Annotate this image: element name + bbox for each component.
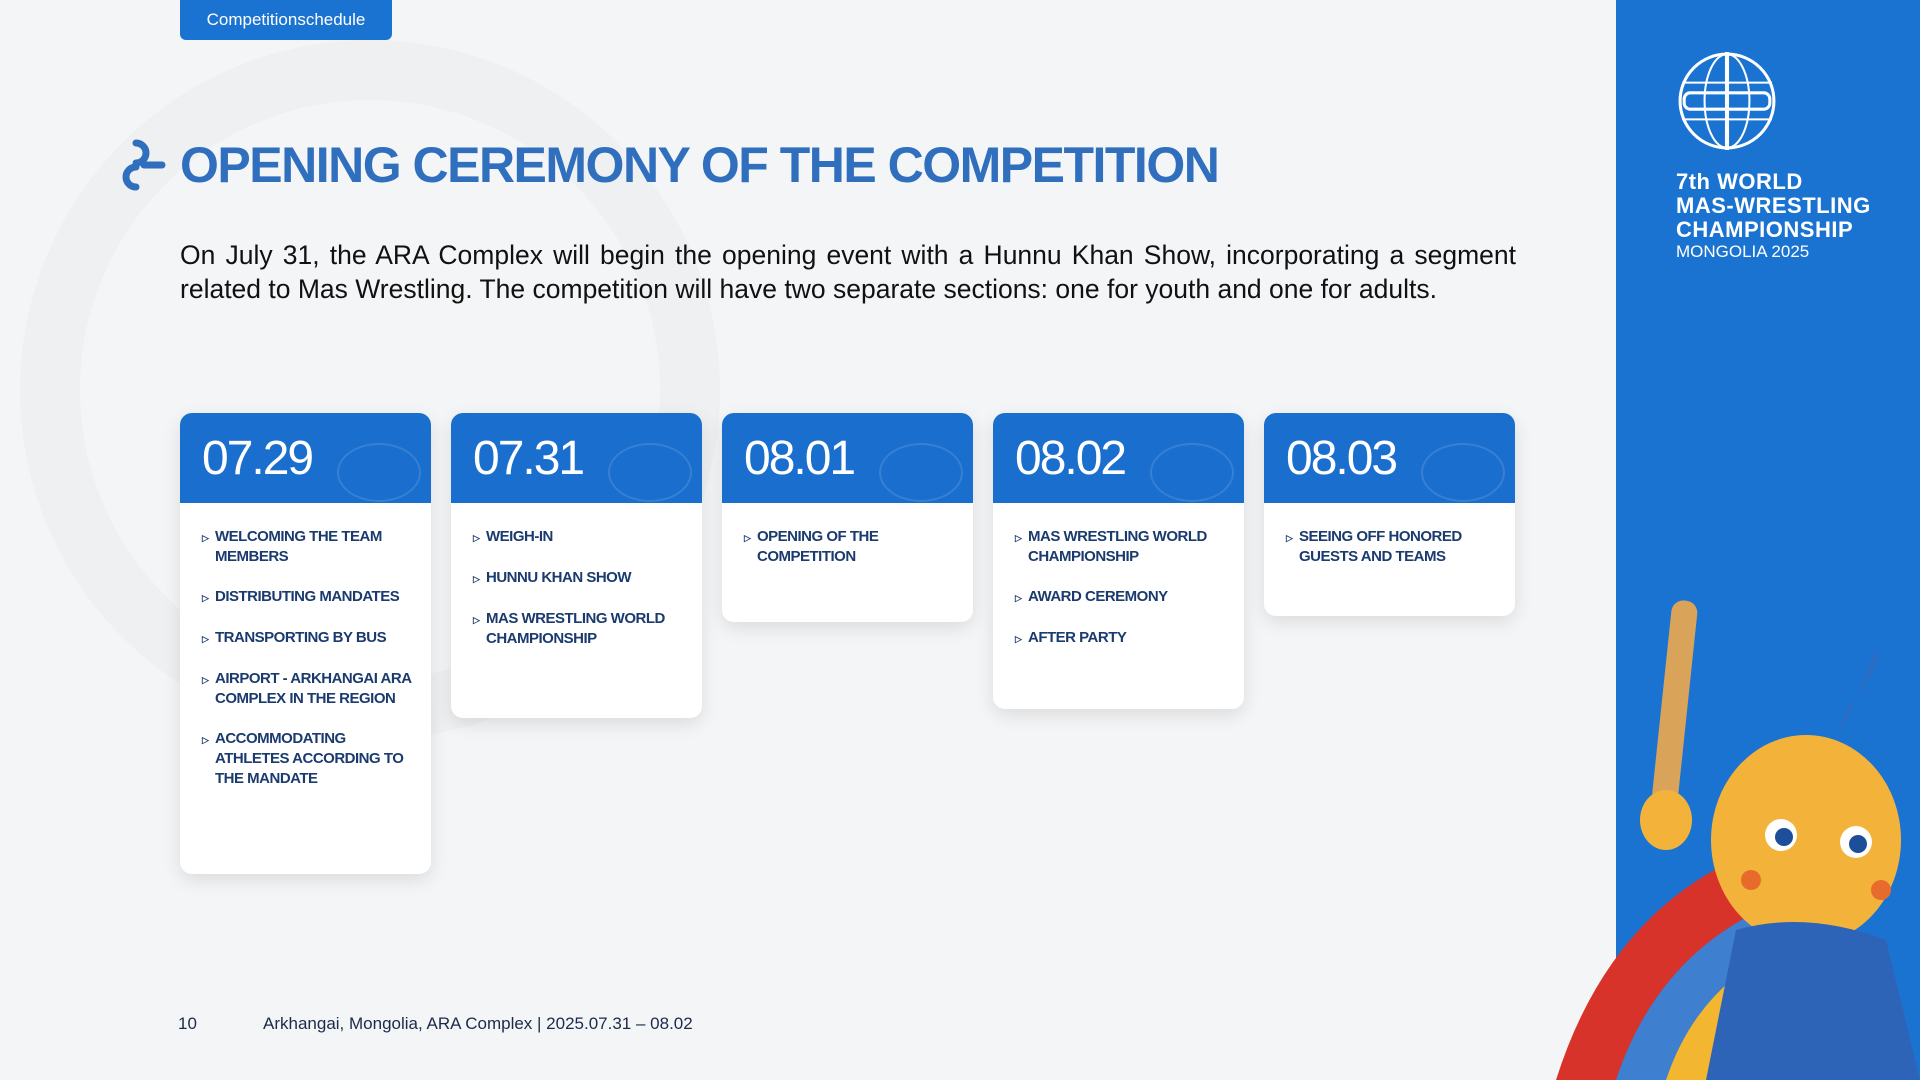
arrow-bullet-icon: ▷ [1015, 593, 1022, 603]
arrow-bullet-icon: ▷ [1015, 634, 1022, 644]
championship-brand: 7th WORLD MAS-WRESTLING CHAMPIONSHIP MON… [1676, 170, 1906, 262]
page-title: OPENING CEREMONY OF THE COMPETITION [122, 135, 1220, 195]
brand-subline: MONGOLIA 2025 [1676, 242, 1810, 261]
arrow-bullet-icon: ▷ [202, 675, 209, 685]
event-item: ▷ MAS WRESTLING WORLD CHAMPIONSHIP [1015, 527, 1230, 567]
arrow-bullet-icon: ▷ [473, 615, 480, 625]
title-text: OPENING CEREMONY OF THE COMPETITION [180, 137, 1220, 193]
card-date: 07.29 [202, 431, 314, 485]
event-item: ▷ AWARD CEREMONY [1015, 587, 1230, 608]
event-list: ▷ MAS WRESTLING WORLD CHAMPIONSHIP ▷ AWARD … [993, 503, 1244, 649]
event-list: ▷ WEIGH-IN ▷ HUNNU KHAN SHOW ▷ MAS WRESTLING … [451, 503, 702, 649]
arrow-bullet-icon: ▷ [744, 533, 751, 543]
brand-panel: 7th WORLD MAS-WRESTLING CHAMPIONSHIP MON… [1556, 0, 1920, 1080]
intro-paragraph: On July 31, the ARA Complex will begin t… [180, 240, 1516, 304]
card-date: 08.03 [1286, 431, 1398, 485]
brand-line: 7th WORLD [1676, 169, 1803, 194]
schedule-card-08-03: 08.03 ▷ SEEING OFF HONORED GUESTS AND TEAM… [1264, 413, 1515, 616]
event-item: ▷ OPENING OF THE COMPETITION [744, 527, 959, 567]
event-label: OPENING OF THE COMPETITION [757, 528, 879, 565]
cloud-ornament-icon [122, 139, 166, 191]
event-list: ▷ SEEING OFF HONORED GUESTS AND TEAMS [1264, 503, 1515, 567]
arrow-bullet-icon: ▷ [202, 533, 209, 543]
event-item: ▷ TRANSPORTING BY BUS [202, 628, 417, 649]
event-list: ▷ OPENING OF THE COMPETITION [722, 503, 973, 567]
card-date-header: 07.29 [180, 413, 431, 503]
card-date-header: 08.03 [1264, 413, 1515, 503]
arrow-bullet-icon: ▷ [202, 634, 209, 644]
event-item: ▷ MAS WRESTLING WORLD CHAMPIONSHIP [473, 609, 688, 649]
event-label: DISTRIBUTING MANDATES [215, 588, 400, 605]
arrow-bullet-icon: ▷ [1015, 533, 1022, 543]
card-date: 08.01 [744, 431, 856, 485]
event-item: ▷ AIRPORT - ARKHANGAI ARA COMPLEX IN THE … [202, 669, 417, 709]
footer-location: Arkhangai, Mongolia, ARA Complex | 2025.… [263, 1014, 693, 1033]
event-item: ▷ SEEING OFF HONORED GUESTS AND TEAMS [1286, 527, 1501, 567]
event-label: TRANSPORTING BY BUS [215, 629, 387, 646]
arrow-bullet-icon: ▷ [202, 735, 209, 745]
event-item: ▷ DISTRIBUTING MANDATES [202, 587, 417, 608]
event-label: WEIGH-IN [486, 528, 553, 545]
schedule-card-07-31: 07.31 ▷ WEIGH-IN ▷ HUNNU KHAN SHOW ▷ MAS WREST… [451, 413, 702, 718]
event-item: ▷ HUNNU KHAN SHOW [473, 568, 688, 589]
card-date-header: 07.31 [451, 413, 702, 503]
schedule-card-08-02: 08.02 ▷ MAS WRESTLING WORLD CHAMPIONSHIP ▷ A… [993, 413, 1244, 709]
event-item: ▷ AFTER PARTY [1015, 628, 1230, 649]
event-label: MAS WRESTLING WORLD CHAMPIONSHIP [486, 610, 665, 647]
card-date: 08.02 [1015, 431, 1127, 485]
section-tab: Competitionschedule [180, 0, 392, 40]
schedule-card-07-29: 07.29 ▷ WELCOMING THE TEAM MEMBERS ▷ DISTRIB… [180, 413, 431, 874]
event-label: AWARD CEREMONY [1028, 588, 1168, 605]
schedule-card-08-01: 08.01 ▷ OPENING OF THE COMPETITION [722, 413, 973, 622]
event-label: HUNNU KHAN SHOW [486, 569, 632, 586]
card-date: 07.31 [473, 431, 585, 485]
event-label: ACCOMMODATING ATHLETES ACCORDING TO THE … [215, 730, 404, 787]
brand-line: MAS-WRESTLING [1676, 193, 1871, 218]
mascot-illustration [1556, 600, 1920, 1080]
event-label: AFTER PARTY [1028, 629, 1127, 646]
arrow-bullet-icon: ▷ [473, 574, 480, 584]
event-item: ▷ WEIGH-IN [473, 527, 688, 548]
event-label: MAS WRESTLING WORLD CHAMPIONSHIP [1028, 528, 1207, 565]
card-date-header: 08.01 [722, 413, 973, 503]
event-item: ▷ WELCOMING THE TEAM MEMBERS [202, 527, 417, 567]
brand-line: CHAMPIONSHIP [1676, 217, 1854, 242]
event-list: ▷ WELCOMING THE TEAM MEMBERS ▷ DISTRIBUTING… [180, 503, 431, 789]
page-number: 10 [178, 1014, 197, 1033]
card-date-header: 08.02 [993, 413, 1244, 503]
event-label: SEEING OFF HONORED GUESTS AND TEAMS [1299, 528, 1462, 565]
event-label: AIRPORT - ARKHANGAI ARA COMPLEX IN THE R… [215, 670, 412, 707]
arrow-bullet-icon: ▷ [1286, 533, 1293, 543]
arrow-bullet-icon: ▷ [473, 533, 480, 543]
arrow-bullet-icon: ▷ [202, 593, 209, 603]
event-item: ▷ ACCOMMODATING ATHLETES ACCORDING TO THE… [202, 729, 417, 789]
globe-logo-icon [1678, 52, 1776, 150]
event-label: WELCOMING THE TEAM MEMBERS [215, 528, 382, 565]
